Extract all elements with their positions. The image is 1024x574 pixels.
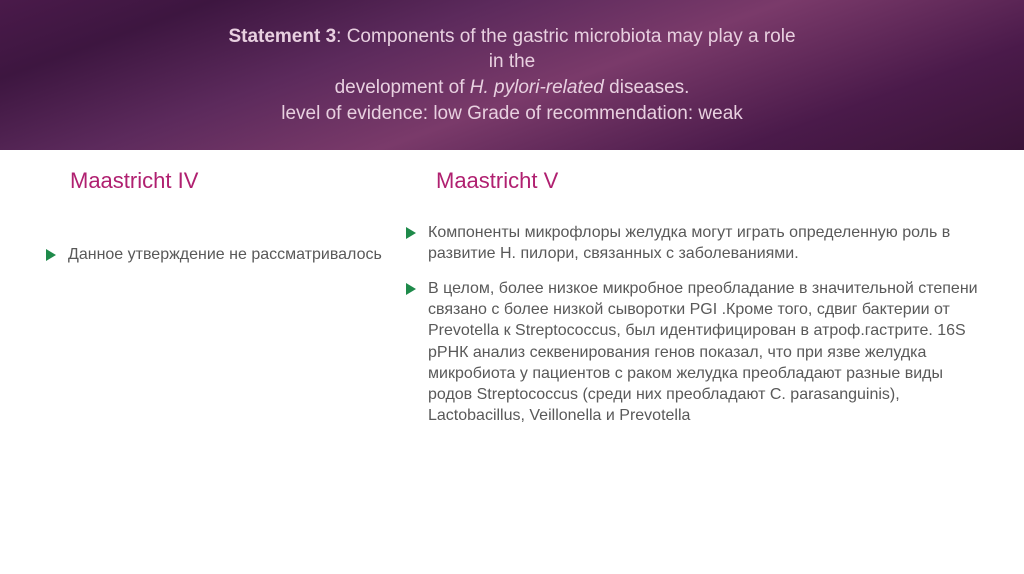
list-item: Данное утверждение не рассматривалось [70, 244, 390, 265]
title-line2: in the [489, 51, 535, 72]
bullet-icon [406, 227, 416, 239]
title-line3-italic: H. pylori-related [470, 77, 604, 98]
bullet-text: Данное утверждение не рассматривалось [68, 244, 390, 265]
list-item: В целом, более низкое микробное преоблад… [430, 278, 984, 426]
title-banner: Statement 3: Components of the gastric m… [0, 0, 1024, 150]
right-heading: Maastricht V [430, 168, 984, 194]
title-line3-pre: development of [335, 77, 470, 98]
title-text: Statement 3: Components of the gastric m… [228, 24, 795, 127]
left-bullet-list: Данное утверждение не рассматривалось [70, 244, 390, 265]
title-line3-post: diseases. [604, 77, 690, 98]
list-item: Компоненты микрофлоры желудка могут игра… [430, 222, 984, 264]
title-line1-rest: : Components of the gastric microbiota m… [336, 26, 795, 47]
left-heading: Maastricht IV [70, 168, 390, 194]
bullet-text: Компоненты микрофлоры желудка могут игра… [428, 222, 984, 264]
right-bullet-list: Компоненты микрофлоры желудка могут игра… [430, 222, 984, 426]
content-area: Maastricht IV Данное утверждение не расс… [0, 150, 1024, 440]
bullet-text: В целом, более низкое микробное преоблад… [428, 278, 984, 426]
column-right: Maastricht V Компоненты микрофлоры желуд… [430, 168, 984, 440]
bullet-icon [46, 249, 56, 261]
statement-label: Statement 3 [228, 26, 336, 47]
bullet-icon [406, 283, 416, 295]
title-line4: level of evidence: low Grade of recommen… [281, 103, 743, 124]
column-left: Maastricht IV Данное утверждение не расс… [70, 168, 390, 440]
